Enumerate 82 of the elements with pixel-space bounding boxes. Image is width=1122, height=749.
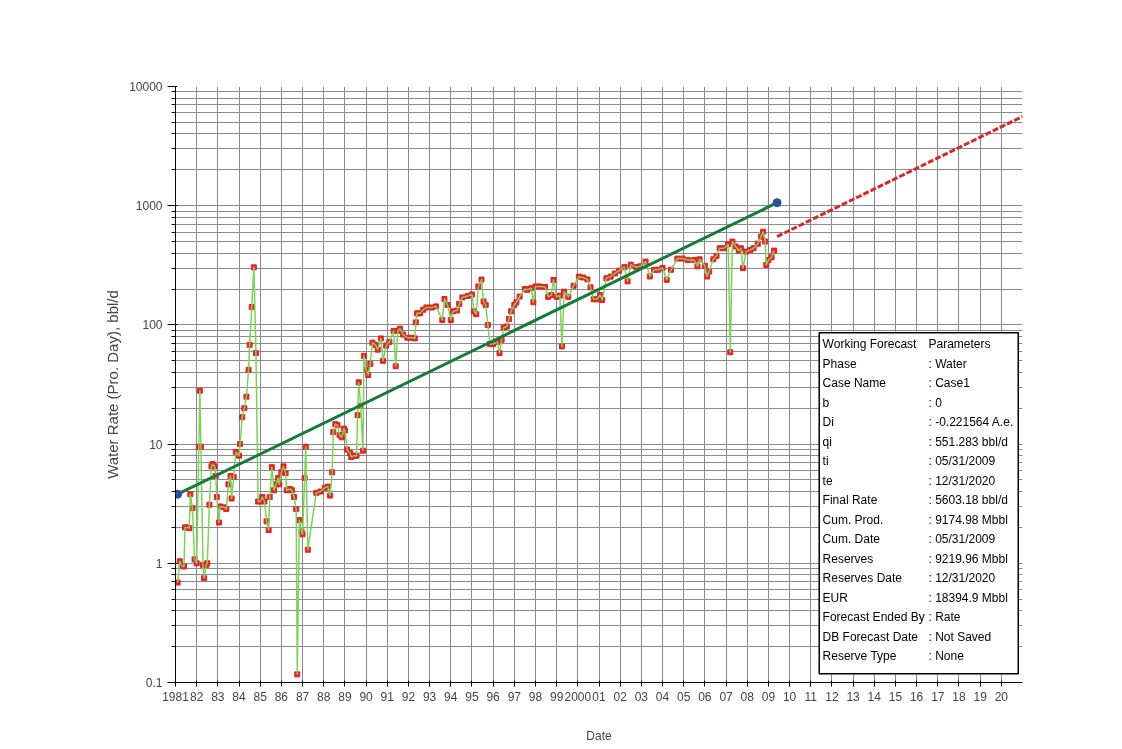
- y-tick-label: 1: [155, 556, 163, 571]
- annotation: : 12/31/2020: [928, 473, 996, 488]
- annotation: ti: [822, 454, 829, 469]
- annotation: Forecast Ended By: [822, 610, 925, 625]
- annotation: Working Forecast: [822, 337, 918, 352]
- annotation: : 9219.96 Mbbl: [928, 551, 1008, 566]
- x-tick-label: 82: [190, 689, 204, 704]
- x-tick-label: 98: [528, 689, 543, 704]
- annotation: Di: [822, 415, 834, 430]
- annotation: : Case1: [928, 376, 971, 391]
- x-tick-label: 87: [295, 689, 310, 704]
- annotation: Case Name: [822, 376, 887, 391]
- x-tick-label: 12: [825, 689, 839, 704]
- annotation: : 18394.9 Mbbl: [928, 590, 1008, 605]
- x-tick-label: 10: [782, 689, 797, 704]
- x-tick-label: 06: [698, 689, 712, 704]
- annotation: te: [822, 473, 833, 488]
- x-tick-label: 92: [401, 689, 416, 704]
- annotation: : -0.221564 A.e.: [928, 415, 1014, 430]
- x-tick-label: 89: [338, 689, 352, 704]
- x-tick-label: 09: [761, 689, 776, 704]
- x-tick-label: 84: [232, 689, 247, 704]
- x-tick-label: 19: [973, 689, 988, 704]
- x-tick-label: 18: [952, 689, 966, 704]
- x-tick-label: 88: [317, 689, 331, 704]
- annotation: : None: [928, 649, 965, 664]
- annotation: : 5603.18 bbl/d: [928, 493, 1008, 508]
- annotation: Cum. Date: [822, 532, 881, 547]
- x-tick-label: 17: [931, 689, 945, 704]
- annotation: Phase: [822, 356, 857, 371]
- y-tick-label: 1000: [135, 199, 163, 214]
- annotation: Cum. Prod.: [822, 512, 884, 527]
- x-tick-label: 83: [211, 689, 225, 704]
- x-tick-label: 1981: [162, 689, 190, 704]
- annotation: : Rate: [928, 610, 961, 625]
- x-tick-label: 03: [634, 689, 649, 704]
- annotation: Reserve Type: [822, 649, 897, 664]
- x-tick-label: 15: [888, 689, 903, 704]
- y-tick-label: 0.1: [145, 676, 163, 690]
- x-tick-label: 13: [846, 689, 861, 704]
- annotation: : Water: [928, 356, 967, 371]
- x-tick-label: 07: [719, 689, 734, 704]
- y-tick-label: 10: [149, 437, 163, 452]
- y-tick-label: 100: [142, 318, 163, 333]
- x-tick-label: 14: [867, 689, 882, 704]
- x-tick-label: 95: [465, 689, 479, 704]
- annotation: : 05/31/2009: [928, 454, 996, 469]
- annotation: : 0: [928, 395, 943, 410]
- annotation: : 12/31/2020: [928, 571, 996, 586]
- x-tick-label: 04: [655, 689, 670, 704]
- x-tick-label: 96: [486, 689, 501, 704]
- x-tick-label: 86: [274, 689, 289, 704]
- annotation: Final Rate: [822, 493, 878, 508]
- y-axis-title: Water Rate (Pro. Day), bbl/d: [104, 290, 122, 479]
- annotation: EUR: [822, 590, 849, 605]
- x-tick-label: 16: [909, 689, 924, 704]
- x-tick-label: 02: [613, 689, 628, 704]
- annotation: DB Forecast Date: [822, 629, 919, 644]
- annotation: Reserves Date: [822, 571, 903, 586]
- annotation: : Not Saved: [928, 629, 992, 644]
- annotation: : 9174.98 Mbbl: [928, 512, 1008, 527]
- x-tick-label: 20: [994, 689, 1009, 704]
- annotation: Reserves: [822, 551, 874, 566]
- annotation: qi: [822, 434, 832, 449]
- x-axis-title: Date: [586, 728, 612, 743]
- x-tick-label: 11: [804, 689, 818, 704]
- x-tick-label: 01: [592, 689, 606, 704]
- x-tick-label: 91: [380, 689, 395, 704]
- x-tick-label: 93: [422, 689, 437, 704]
- annotation: : 551.283 bbl/d: [928, 434, 1008, 449]
- x-tick-label: 2000: [564, 689, 592, 704]
- annotation: : 05/31/2009: [928, 532, 996, 547]
- x-tick-label: 97: [507, 689, 522, 704]
- x-tick-label: 08: [740, 689, 755, 704]
- x-tick-label: 90: [359, 689, 374, 704]
- x-tick-label: 85: [253, 689, 268, 704]
- x-tick-label: 99: [549, 689, 564, 704]
- y-tick-label: 10000: [129, 80, 163, 94]
- x-tick-label: 94: [444, 689, 458, 704]
- annotation: b: [822, 395, 830, 410]
- x-tick-label: 05: [677, 689, 691, 704]
- annotation: Parameters: [928, 337, 991, 352]
